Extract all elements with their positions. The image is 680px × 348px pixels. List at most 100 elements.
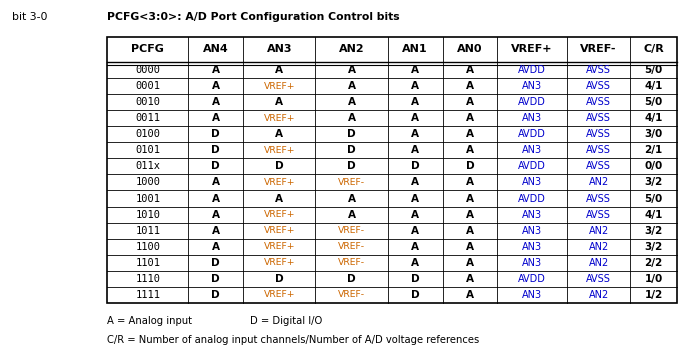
Text: 2/2: 2/2 <box>645 258 662 268</box>
Text: A: A <box>411 145 419 156</box>
Text: 3/2: 3/2 <box>645 242 662 252</box>
Text: AN3: AN3 <box>267 44 292 54</box>
Text: A: A <box>466 290 474 300</box>
Text: AVSS: AVSS <box>586 145 611 156</box>
Text: VREF+: VREF+ <box>264 178 295 187</box>
Text: VREF-: VREF- <box>338 242 365 251</box>
Text: AVDD: AVDD <box>518 161 546 172</box>
Text: A: A <box>466 129 474 139</box>
Text: 3/2: 3/2 <box>645 177 662 188</box>
Text: A: A <box>211 65 220 75</box>
Text: 4/1: 4/1 <box>644 209 663 220</box>
Text: VREF-: VREF- <box>580 44 617 54</box>
Text: A: A <box>347 113 356 123</box>
Text: AN0: AN0 <box>457 44 483 54</box>
Text: D: D <box>347 161 356 172</box>
Text: A: A <box>347 65 356 75</box>
Text: A: A <box>411 226 419 236</box>
Text: AVDD: AVDD <box>518 129 546 139</box>
Text: D: D <box>347 274 356 284</box>
Text: A: A <box>347 97 356 107</box>
Text: VREF+: VREF+ <box>264 146 295 155</box>
Text: 1000: 1000 <box>135 177 160 188</box>
Text: AVSS: AVSS <box>586 113 611 123</box>
Text: AVSS: AVSS <box>586 274 611 284</box>
Text: AN2: AN2 <box>339 44 364 54</box>
Text: AN3: AN3 <box>522 209 542 220</box>
Text: PCFG<3:0>: A/D Port Configuration Control bits: PCFG<3:0>: A/D Port Configuration Contro… <box>107 12 400 22</box>
Text: A: A <box>275 129 284 139</box>
Text: AN3: AN3 <box>522 226 542 236</box>
Text: D = Digital I/O: D = Digital I/O <box>250 316 322 326</box>
Text: 1011: 1011 <box>135 226 160 236</box>
Text: AN3: AN3 <box>522 242 542 252</box>
Text: AVSS: AVSS <box>586 161 611 172</box>
Text: A: A <box>466 274 474 284</box>
Text: 5/0: 5/0 <box>645 193 662 204</box>
Text: 5/0: 5/0 <box>645 65 662 75</box>
Text: AN3: AN3 <box>522 145 542 156</box>
Text: 3/0: 3/0 <box>645 129 662 139</box>
Text: D: D <box>466 161 475 172</box>
Text: AVDD: AVDD <box>518 274 546 284</box>
Text: VREF+: VREF+ <box>264 290 295 299</box>
Text: AN3: AN3 <box>522 177 542 188</box>
Text: D: D <box>211 161 220 172</box>
Text: 0101: 0101 <box>135 145 160 156</box>
Text: AVDD: AVDD <box>518 97 546 107</box>
Text: A: A <box>466 226 474 236</box>
Text: AVDD: AVDD <box>518 193 546 204</box>
Text: A: A <box>211 209 220 220</box>
Bar <box>107 37 677 303</box>
Text: D: D <box>211 290 220 300</box>
Text: AN2: AN2 <box>588 242 609 252</box>
Text: D: D <box>347 145 356 156</box>
Text: A = Analog input: A = Analog input <box>107 316 192 326</box>
Text: D: D <box>211 274 220 284</box>
Text: AN2: AN2 <box>588 177 609 188</box>
Text: AVSS: AVSS <box>586 81 611 91</box>
Text: 3/2: 3/2 <box>645 226 662 236</box>
Text: A: A <box>211 81 220 91</box>
Text: A: A <box>411 65 419 75</box>
Text: A: A <box>411 113 419 123</box>
Text: 1111: 1111 <box>135 290 160 300</box>
Text: 1/2: 1/2 <box>645 290 662 300</box>
Text: 0011: 0011 <box>135 113 160 123</box>
Text: A: A <box>211 177 220 188</box>
Text: A: A <box>411 97 419 107</box>
Text: AN3: AN3 <box>522 290 542 300</box>
Text: VREF+: VREF+ <box>264 114 295 123</box>
Text: 1010: 1010 <box>135 209 160 220</box>
Text: A: A <box>466 258 474 268</box>
Text: D: D <box>211 145 220 156</box>
Text: VREF+: VREF+ <box>264 82 295 91</box>
Text: 011x: 011x <box>135 161 160 172</box>
Text: A: A <box>466 65 474 75</box>
Text: 5/0: 5/0 <box>645 97 662 107</box>
Text: AVDD: AVDD <box>518 65 546 75</box>
Text: D: D <box>411 290 420 300</box>
Text: VREF-: VREF- <box>338 290 365 299</box>
Text: A: A <box>347 81 356 91</box>
Text: AVSS: AVSS <box>586 97 611 107</box>
Text: AN2: AN2 <box>588 258 609 268</box>
Text: A: A <box>347 193 356 204</box>
Text: VREF+: VREF+ <box>264 210 295 219</box>
Text: bit 3-0: bit 3-0 <box>12 12 48 22</box>
Text: A: A <box>211 97 220 107</box>
Text: 0000: 0000 <box>135 65 160 75</box>
Text: A: A <box>211 226 220 236</box>
Text: A: A <box>411 209 419 220</box>
Text: VREF+: VREF+ <box>511 44 553 54</box>
Text: VREF+: VREF+ <box>264 242 295 251</box>
Text: A: A <box>347 209 356 220</box>
Text: A: A <box>466 193 474 204</box>
Text: A: A <box>211 242 220 252</box>
Text: 4/1: 4/1 <box>644 81 663 91</box>
Text: C/R = Number of analog input channels/Number of A/D voltage references: C/R = Number of analog input channels/Nu… <box>107 335 479 345</box>
Text: A: A <box>466 145 474 156</box>
Text: AN3: AN3 <box>522 258 542 268</box>
Text: 1101: 1101 <box>135 258 160 268</box>
Text: D: D <box>347 129 356 139</box>
